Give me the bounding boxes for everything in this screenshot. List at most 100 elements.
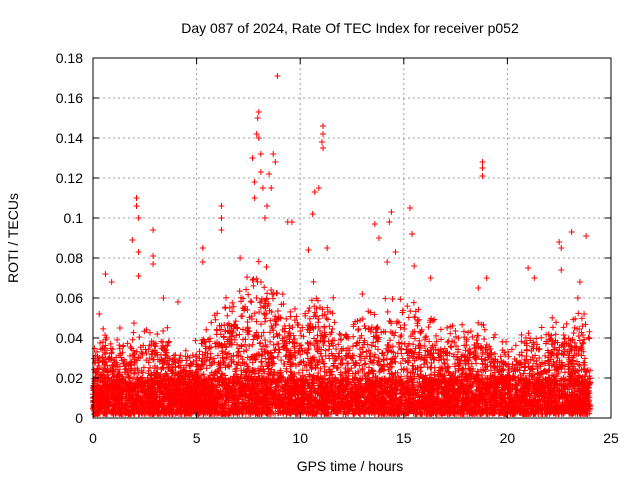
data-point [386, 337, 393, 344]
data-point [233, 352, 240, 359]
data-point [508, 346, 515, 353]
data-point [505, 348, 512, 355]
data-point [94, 348, 101, 355]
data-point [311, 309, 318, 316]
data-point [258, 352, 265, 359]
data-point [125, 374, 132, 381]
data-point [96, 366, 103, 373]
data-point [580, 348, 587, 355]
data-point [499, 359, 506, 366]
data-point [565, 354, 572, 361]
data-point [239, 336, 246, 343]
data-point [226, 340, 233, 347]
data-point [415, 316, 422, 323]
data-point [236, 331, 243, 338]
data-point [512, 342, 519, 349]
data-point [412, 366, 419, 373]
data-point [220, 360, 227, 367]
data-point [304, 339, 311, 346]
data-point [119, 349, 126, 356]
data-point [246, 343, 253, 350]
data-point [362, 360, 369, 367]
data-point [331, 319, 338, 326]
data-point [243, 286, 250, 293]
data-point [368, 342, 375, 349]
data-point [261, 318, 268, 325]
data-point [329, 337, 336, 344]
data-point [452, 328, 459, 335]
data-point [101, 358, 108, 365]
data-point [548, 332, 555, 339]
data-point [433, 332, 440, 339]
data-point [556, 347, 563, 354]
data-point [218, 341, 225, 348]
data-point [365, 325, 372, 332]
data-point [455, 346, 462, 353]
data-point [497, 353, 504, 360]
data-point [113, 359, 120, 366]
data-point [321, 363, 328, 370]
data-point [225, 362, 232, 369]
data-point [487, 367, 494, 374]
data-point [402, 358, 409, 365]
data-point [224, 312, 231, 319]
data-point [570, 316, 577, 323]
data-point [258, 321, 265, 328]
data-point [314, 297, 321, 304]
data-point [356, 353, 363, 360]
data-point [239, 305, 246, 312]
data-point [230, 303, 237, 310]
data-point [368, 324, 375, 331]
data-point [586, 335, 593, 342]
data-point [575, 333, 582, 340]
data-point [260, 329, 267, 336]
data-point [579, 340, 586, 347]
data-point [395, 319, 402, 326]
data-point [417, 368, 424, 375]
data-point [253, 318, 260, 325]
data-point [372, 343, 379, 350]
data-point [95, 359, 102, 366]
data-point [270, 341, 277, 348]
data-point [264, 290, 271, 297]
data-point [165, 339, 172, 346]
data-point [576, 362, 583, 369]
data-point [392, 369, 399, 376]
data-point [460, 366, 467, 373]
data-point [270, 295, 277, 302]
data-point [518, 338, 525, 345]
data-point [520, 370, 527, 377]
data-point [172, 351, 179, 358]
data-point [130, 320, 137, 327]
data-point [355, 325, 362, 332]
data-point [505, 353, 512, 360]
data-point [431, 372, 438, 379]
data-point [102, 332, 109, 339]
data-point [335, 341, 342, 348]
data-point [223, 294, 230, 301]
data-point [329, 310, 336, 317]
data-point [479, 360, 486, 367]
data-point [278, 357, 285, 364]
data-point [102, 342, 109, 349]
data-point [256, 309, 263, 316]
data-point [481, 335, 488, 342]
data-point [367, 358, 374, 365]
data-point [536, 355, 543, 362]
data-point [583, 369, 590, 376]
data-point [397, 360, 404, 367]
data-point [201, 358, 208, 365]
data-point [329, 325, 336, 332]
data-point [255, 258, 262, 265]
data-point [438, 336, 445, 343]
data-point [257, 339, 264, 346]
data-point [196, 348, 203, 355]
data-point [305, 307, 312, 314]
data-point [165, 366, 172, 373]
data-point [262, 315, 269, 322]
data-point [428, 360, 435, 367]
data-point [303, 367, 310, 374]
data-point [575, 310, 582, 317]
data-point [319, 312, 326, 319]
data-point [214, 339, 221, 346]
